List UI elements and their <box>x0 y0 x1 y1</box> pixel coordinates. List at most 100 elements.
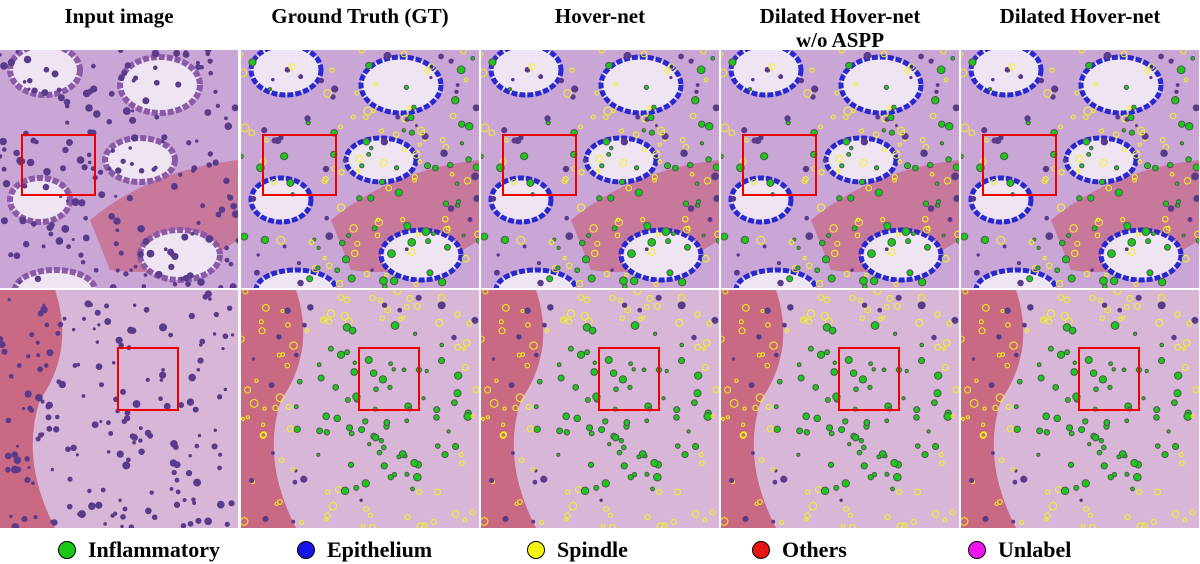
nucleus <box>970 195 977 202</box>
image-panel <box>0 50 238 288</box>
nucleus <box>312 237 317 242</box>
gland <box>117 54 203 116</box>
nucleus <box>1004 307 1011 314</box>
nucleus <box>644 418 650 424</box>
legend-label: Others <box>782 537 847 562</box>
nucleus <box>1082 138 1091 146</box>
nucleus <box>461 255 470 263</box>
nucleus <box>980 431 988 438</box>
nucleus <box>230 202 238 210</box>
nucleus <box>528 63 536 71</box>
nucleus <box>927 205 935 212</box>
nucleus <box>412 331 418 336</box>
nucleus <box>270 451 275 455</box>
nucleus <box>245 415 250 420</box>
nucleus <box>931 509 940 518</box>
nucleus <box>453 389 462 398</box>
gland <box>493 267 579 288</box>
nucleus <box>1133 302 1141 310</box>
nucleus <box>462 517 468 523</box>
nucleus <box>669 75 673 80</box>
nucleus <box>338 239 346 247</box>
nucleus <box>1169 172 1175 177</box>
nucleus <box>1175 83 1180 87</box>
nucleus <box>884 247 889 252</box>
nucleus <box>1027 304 1034 311</box>
image-panel <box>0 290 238 528</box>
nucleus <box>1194 230 1199 238</box>
nucleus <box>85 104 93 112</box>
nucleus <box>614 232 621 239</box>
nucleus <box>876 454 882 460</box>
nucleus <box>547 304 554 311</box>
nucleus <box>911 164 919 172</box>
nucleus <box>614 218 623 227</box>
nucleus <box>1094 218 1103 227</box>
nucleus <box>928 58 934 64</box>
nucleus <box>860 462 868 470</box>
nucleus <box>641 128 647 133</box>
nucleus <box>677 294 686 302</box>
gland <box>618 227 704 283</box>
nucleus <box>223 177 230 185</box>
nucleus <box>904 67 911 74</box>
nucleus <box>293 425 301 433</box>
nucleus <box>1180 50 1187 55</box>
nucleus <box>137 224 145 233</box>
nucleus <box>184 50 188 54</box>
nucleus <box>428 63 435 70</box>
nucleus <box>66 244 72 250</box>
nucleus <box>618 178 626 186</box>
nucleus <box>205 235 214 243</box>
nucleus <box>943 177 952 185</box>
nucleus <box>229 283 237 288</box>
nucleus <box>337 294 345 301</box>
nucleus <box>453 371 463 380</box>
nucleus <box>796 245 801 251</box>
zoom-box <box>1078 347 1140 411</box>
nucleus <box>961 335 965 343</box>
nucleus <box>43 167 51 176</box>
nucleus <box>859 276 868 286</box>
nucleus <box>448 58 454 64</box>
nucleus <box>858 375 868 384</box>
zoom-box <box>262 134 337 196</box>
nucleus <box>1048 501 1058 511</box>
nucleus <box>777 279 784 287</box>
nucleus <box>111 361 116 365</box>
nucleus <box>884 514 891 521</box>
nucleus <box>406 106 412 112</box>
nucleus <box>905 238 912 245</box>
nucleus <box>1143 162 1152 170</box>
nucleus <box>258 327 266 335</box>
nucleus <box>433 406 441 414</box>
nucleus <box>241 68 248 78</box>
nucleus <box>363 270 371 278</box>
nucleus <box>294 352 299 358</box>
zoom-box <box>838 347 900 411</box>
nucleus <box>766 178 775 187</box>
nucleus <box>231 210 238 218</box>
nucleus <box>280 152 289 161</box>
nucleus <box>934 343 942 351</box>
nucleus <box>33 515 38 520</box>
nucleus <box>896 489 903 495</box>
nucleus <box>1089 294 1096 302</box>
nucleus <box>132 440 136 445</box>
nucleus <box>374 218 383 227</box>
nucleus <box>562 316 568 322</box>
nucleus <box>680 149 688 158</box>
nucleus <box>91 421 99 429</box>
nucleus <box>995 393 1005 403</box>
nucleus <box>1062 158 1068 163</box>
nucleus <box>108 212 116 220</box>
nucleus <box>734 378 739 383</box>
nucleus <box>161 134 168 141</box>
nucleus <box>1123 221 1132 231</box>
nucleus <box>1091 225 1098 232</box>
nucleus <box>241 232 249 241</box>
nucleus <box>70 444 77 452</box>
nucleus <box>1137 142 1142 147</box>
nucleus <box>1049 67 1055 73</box>
